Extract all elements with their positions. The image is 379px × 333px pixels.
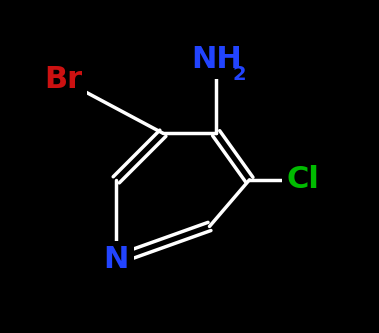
Text: Br: Br [44, 65, 82, 95]
Text: N: N [103, 245, 129, 274]
Text: 2: 2 [233, 65, 246, 85]
Text: NH: NH [191, 45, 241, 75]
Text: Cl: Cl [286, 165, 319, 194]
